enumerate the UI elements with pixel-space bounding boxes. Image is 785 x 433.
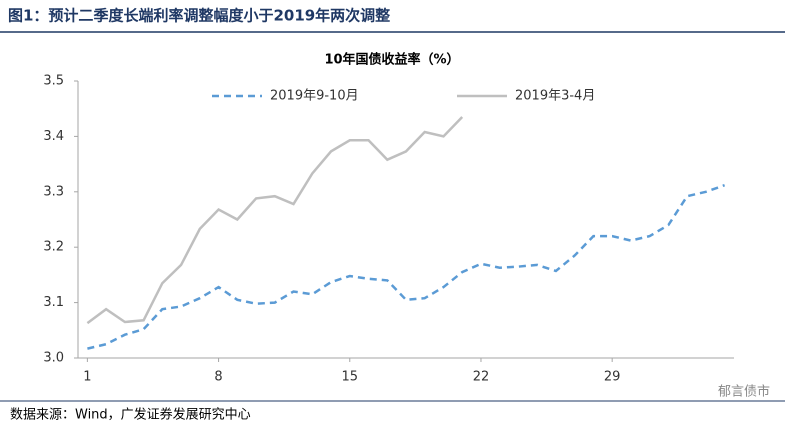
series-line	[87, 184, 726, 350]
chart-title: 10年国债收益率（%）	[324, 52, 459, 68]
x-tick-label: 8	[214, 370, 222, 385]
legend-label: 2019年3-4月	[515, 89, 595, 104]
x-tick-label: 1	[83, 370, 91, 385]
x-tick-label: 22	[473, 370, 490, 385]
series-line	[86, 116, 464, 325]
figure-title: 图1：预计二季度长端利率调整幅度小于2019年两次调整	[8, 7, 390, 25]
x-tick-label: 15	[341, 370, 358, 385]
y-tick-label: 3.2	[43, 240, 64, 255]
source-note: 数据来源：Wind，广发证券发展研究中心	[10, 407, 251, 423]
watermark: 郁言债市	[718, 384, 770, 400]
y-tick-label: 3.5	[43, 74, 64, 89]
y-tick-label: 3.3	[43, 184, 64, 199]
y-tick-label: 3.4	[43, 129, 64, 144]
x-tick-label: 29	[604, 370, 621, 385]
y-tick-label: 3.0	[43, 351, 64, 366]
legend-label: 2019年9-10月	[270, 89, 359, 104]
y-tick-label: 3.1	[43, 295, 64, 310]
